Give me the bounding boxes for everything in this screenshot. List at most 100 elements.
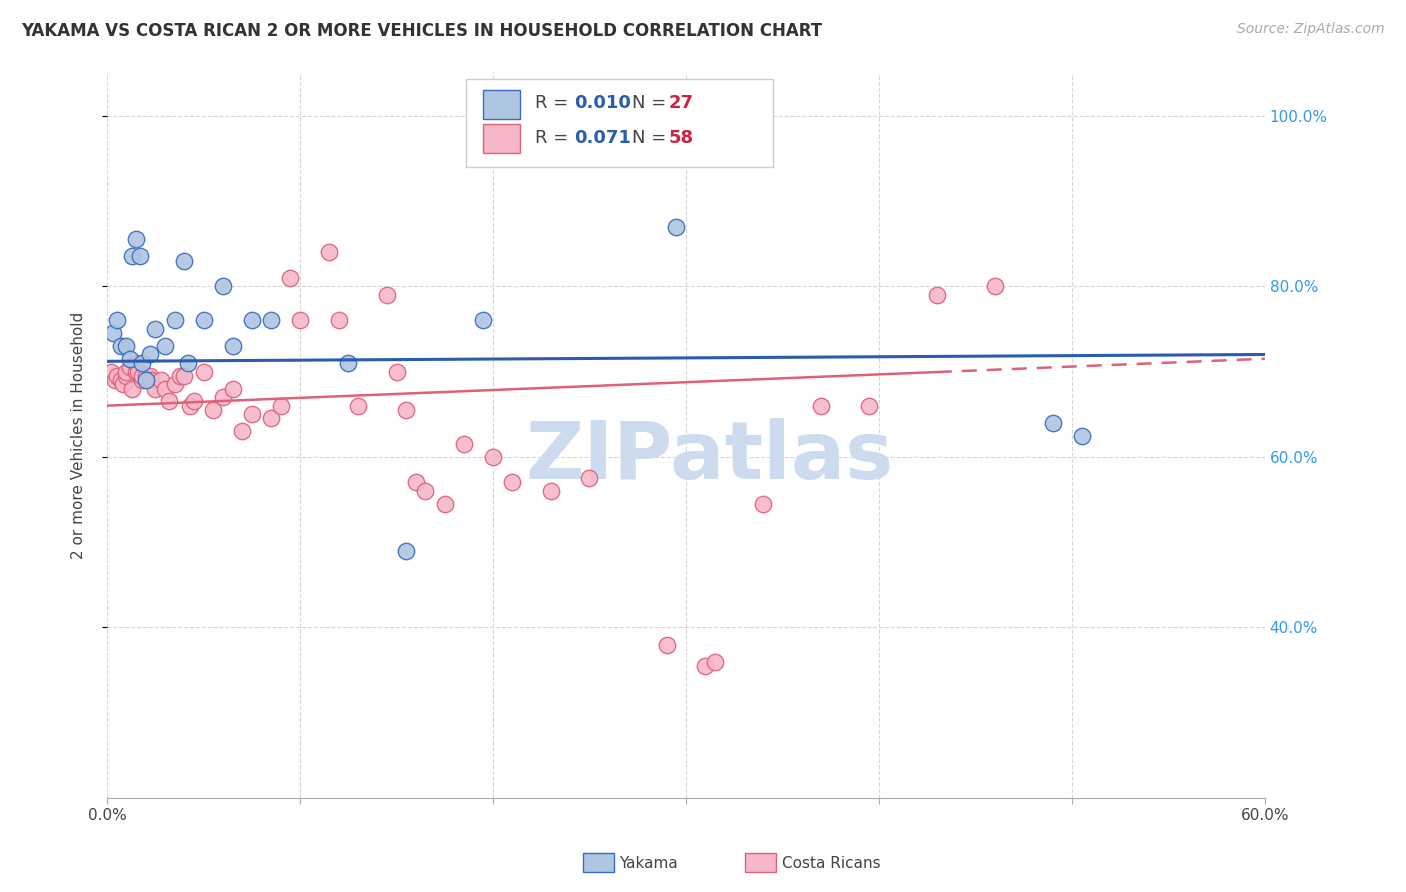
Point [540, 483, 562, 498]
Point [153, 339, 176, 353]
Point [433, 497, 456, 511]
Point [173, 253, 195, 268]
Point [240, 407, 263, 421]
FancyBboxPatch shape [484, 90, 520, 119]
Point [260, 411, 283, 425]
Point [695, 658, 717, 673]
Text: R =: R = [536, 95, 575, 112]
Point [212, 390, 235, 404]
Point [501, 475, 523, 490]
Point [163, 313, 186, 327]
Point [1070, 428, 1092, 442]
Point [141, 373, 163, 387]
Point [128, 249, 150, 263]
Point [115, 368, 138, 383]
Point [578, 471, 600, 485]
Point [135, 368, 157, 383]
Point [810, 399, 832, 413]
Point [395, 543, 418, 558]
Point [472, 313, 495, 327]
Point [703, 655, 725, 669]
Text: Yakama: Yakama [619, 856, 678, 871]
Point [111, 377, 134, 392]
Point [655, 638, 678, 652]
Point [153, 382, 176, 396]
Point [212, 279, 235, 293]
Point [143, 322, 166, 336]
Point [121, 382, 143, 396]
Text: N =: N = [631, 95, 672, 112]
Point [179, 399, 201, 413]
Point [231, 424, 253, 438]
Point [100, 365, 122, 379]
Point [169, 368, 191, 383]
Text: R =: R = [536, 128, 575, 146]
Point [120, 351, 142, 366]
Point [193, 365, 215, 379]
Point [183, 394, 205, 409]
Point [288, 313, 311, 327]
Point [925, 287, 948, 301]
Point [163, 377, 186, 392]
Point [101, 326, 124, 340]
Point [1042, 416, 1064, 430]
Point [104, 373, 127, 387]
Point [125, 232, 148, 246]
Point [120, 360, 142, 375]
FancyBboxPatch shape [465, 78, 773, 167]
Point [105, 368, 128, 383]
Point [240, 313, 263, 327]
Point [138, 368, 160, 383]
Point [143, 382, 166, 396]
Point [221, 339, 243, 353]
Point [221, 382, 243, 396]
Point [318, 245, 340, 260]
Point [983, 279, 1005, 293]
Point [115, 365, 138, 379]
Point [105, 313, 128, 327]
Point [375, 287, 398, 301]
Point [858, 399, 880, 413]
Point [131, 373, 153, 387]
FancyBboxPatch shape [484, 124, 520, 153]
Text: 0.010: 0.010 [574, 95, 630, 112]
Text: ZIPatlas: ZIPatlas [524, 418, 893, 496]
Point [405, 475, 427, 490]
Point [752, 497, 775, 511]
Text: Costa Ricans: Costa Ricans [782, 856, 880, 871]
Text: N =: N = [631, 128, 672, 146]
Point [138, 347, 160, 361]
Point [157, 394, 180, 409]
Point [125, 356, 148, 370]
Point [453, 437, 475, 451]
Text: YAKAMA VS COSTA RICAN 2 OR MORE VEHICLES IN HOUSEHOLD CORRELATION CHART: YAKAMA VS COSTA RICAN 2 OR MORE VEHICLES… [21, 22, 823, 40]
Point [347, 399, 370, 413]
Point [125, 365, 148, 379]
Point [177, 356, 200, 370]
Point [110, 373, 132, 387]
Point [328, 313, 350, 327]
Point [121, 249, 143, 263]
Point [193, 313, 215, 327]
Point [482, 450, 505, 464]
Y-axis label: 2 or more Vehicles in Household: 2 or more Vehicles in Household [72, 312, 86, 559]
Point [150, 373, 173, 387]
Text: Source: ZipAtlas.com: Source: ZipAtlas.com [1237, 22, 1385, 37]
Point [173, 368, 195, 383]
Text: 0.071: 0.071 [574, 128, 630, 146]
Point [395, 403, 418, 417]
Point [665, 219, 688, 234]
Point [202, 403, 225, 417]
Point [127, 365, 149, 379]
Point [415, 483, 437, 498]
Point [280, 270, 302, 285]
Point [337, 356, 360, 370]
Point [110, 339, 132, 353]
Point [115, 339, 138, 353]
Point [385, 365, 408, 379]
Point [131, 368, 153, 383]
Point [260, 313, 283, 327]
Point [131, 356, 153, 370]
Text: 58: 58 [669, 128, 693, 146]
Text: 27: 27 [669, 95, 693, 112]
